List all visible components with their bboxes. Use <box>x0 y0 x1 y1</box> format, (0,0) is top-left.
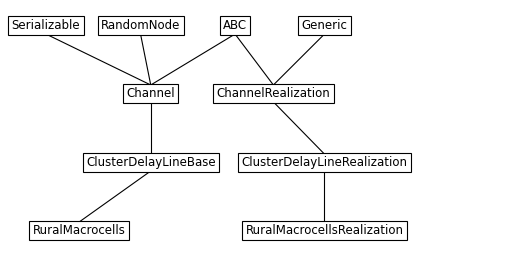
Text: Serializable: Serializable <box>12 19 80 32</box>
Text: Channel: Channel <box>126 87 175 100</box>
Text: ClusterDelayLineBase: ClusterDelayLineBase <box>86 156 216 169</box>
Text: RuralMacrocells: RuralMacrocells <box>33 224 126 237</box>
Text: Generic: Generic <box>301 19 347 32</box>
Text: ChannelRealization: ChannelRealization <box>217 87 330 100</box>
Text: RuralMacrocellsRealization: RuralMacrocellsRealization <box>245 224 404 237</box>
Text: RandomNode: RandomNode <box>101 19 180 32</box>
Text: ABC: ABC <box>223 19 247 32</box>
Text: ClusterDelayLineRealization: ClusterDelayLineRealization <box>242 156 407 169</box>
